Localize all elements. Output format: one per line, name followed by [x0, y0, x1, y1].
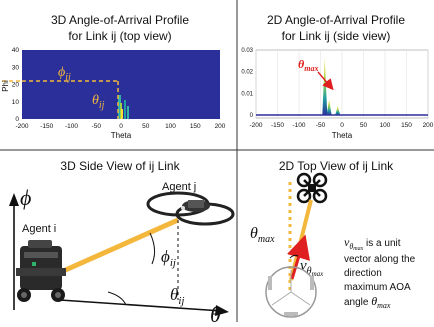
ground-robot-top-icon [266, 267, 316, 317]
quadcopter-top-icon [298, 174, 326, 202]
link-line [52, 220, 178, 276]
ground-robot-icon [16, 240, 66, 302]
profile-xtick: 150 [401, 122, 412, 129]
heatmap-ytick: 40 [12, 47, 20, 54]
side-theta-ij-label: θij [170, 285, 184, 307]
top-theta-max-label: θmax [250, 225, 275, 245]
profile-xlabel: Theta [332, 131, 353, 140]
tl-title-line2: for Link ij (top view) [68, 29, 171, 43]
heatmap-peak-4 [124, 100, 126, 119]
heatmap-xlabel: Theta [111, 131, 132, 140]
phi-axis-label: ϕ [20, 185, 31, 210]
heatmap-ytick: 20 [12, 82, 20, 89]
profile-xtick: 0 [340, 122, 344, 129]
heatmap-xticks: -200 -150 -100 -50 0 50 100 150 200 [15, 123, 225, 130]
profile-xtick: -100 [292, 122, 305, 129]
profile-xticks: -200 -150 -100 -50 0 50 100 150 200 [249, 122, 433, 129]
theta-axis-label: θ [210, 302, 221, 322]
top-desc-line3: direction [344, 268, 382, 279]
profile-xtick: 200 [423, 122, 434, 129]
heatmap-ytick: 10 [12, 99, 20, 106]
side-phi-ij-label: ϕij [161, 247, 176, 269]
heatmap-peak-3 [121, 109, 123, 119]
profile-ytick: 0.03 [241, 48, 253, 54]
top-desc-line5: angle θmax [344, 294, 391, 310]
top-desc-line4: maximum AOA [344, 282, 411, 293]
heatmap-ylabel: Phi [1, 80, 10, 92]
heatmap-peak-5 [127, 106, 129, 119]
heatmap-xtick: 200 [215, 123, 226, 130]
tr-title-line2: for Link ij (side view) [282, 29, 391, 43]
profile-xtick: -200 [249, 122, 262, 129]
heatmap-ytick: 0 [15, 116, 19, 123]
agent-j-label: Agent j [162, 181, 196, 193]
heatmap-xtick: -50 [92, 123, 102, 130]
phi-axis-arrowhead [9, 193, 19, 206]
heatmap-xtick: 0 [119, 123, 123, 130]
top-v-label: vθmax [300, 258, 324, 278]
profile-yticks: 0 0.01 0.02 0.03 [241, 48, 253, 119]
tr-title-line1: 2D Angle-of-Arrival Profile [267, 13, 405, 27]
heatmap-xtick: -100 [65, 123, 78, 130]
profile-xtick: 100 [380, 122, 391, 129]
heatmap-yticks: 0 10 20 30 40 [12, 47, 20, 123]
profile-ytick: 0 [250, 113, 254, 119]
heatmap-ytick: 30 [12, 64, 20, 71]
top-desc-line2: vector along the [344, 254, 416, 265]
profile-ytick: 0.02 [241, 70, 253, 76]
heatmap-xtick: 50 [142, 123, 150, 130]
heatmap-xtick: 100 [165, 123, 176, 130]
bl-title: 3D Side View of ij Link [60, 159, 180, 173]
br-title: 2D Top View of ij Link [279, 159, 394, 173]
tl-title-line1: 3D Angle-of-Arrival Profile [51, 13, 189, 27]
agent-i-label: Agent i [22, 223, 56, 235]
profile-xtick: 50 [360, 122, 368, 129]
heatmap-xtick: -150 [40, 123, 53, 130]
top-desc-line1: vθmax is a unit [344, 235, 401, 252]
phi-angle-arc [150, 233, 155, 264]
theta-axis [60, 300, 222, 311]
quadcopter-icon [148, 193, 233, 224]
heatmap-xtick: -200 [15, 123, 28, 130]
profile-xtick: -150 [271, 122, 284, 129]
profile-ytick: 0.01 [241, 91, 253, 97]
profile-xtick: -50 [316, 122, 326, 129]
heatmap-xtick: 150 [190, 123, 201, 130]
